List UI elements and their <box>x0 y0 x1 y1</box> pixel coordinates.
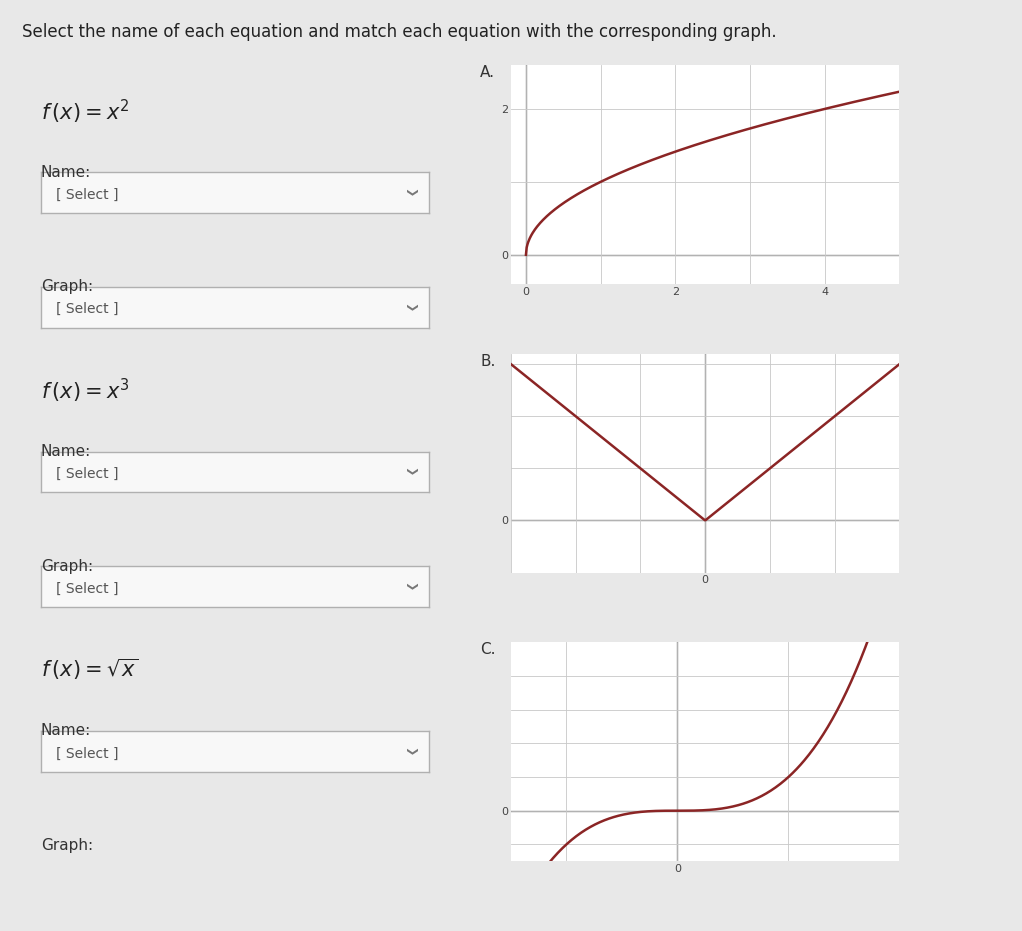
Text: ❯: ❯ <box>405 467 415 477</box>
Text: Select the name of each equation and match each equation with the corresponding : Select the name of each equation and mat… <box>22 23 777 41</box>
Text: Name:: Name: <box>41 444 91 459</box>
Text: Graph:: Graph: <box>41 838 93 853</box>
Text: Name:: Name: <box>41 723 91 738</box>
Text: A.: A. <box>480 65 496 80</box>
Text: ❯: ❯ <box>405 303 415 312</box>
Text: C.: C. <box>480 642 496 657</box>
Text: Name:: Name: <box>41 165 91 180</box>
Text: [ Select ]: [ Select ] <box>56 467 119 481</box>
Text: ❯: ❯ <box>405 582 415 591</box>
Text: ❯: ❯ <box>405 747 415 756</box>
Text: [ Select ]: [ Select ] <box>56 582 119 596</box>
Text: ❯: ❯ <box>405 188 415 197</box>
Text: $f\,(x) = x^3$: $f\,(x) = x^3$ <box>41 377 129 405</box>
Text: $f\,(x) = x^2$: $f\,(x) = x^2$ <box>41 98 129 126</box>
Text: $f\,(x) = \sqrt{x}$: $f\,(x) = \sqrt{x}$ <box>41 656 139 681</box>
Text: Graph:: Graph: <box>41 559 93 573</box>
Text: Graph:: Graph: <box>41 279 93 294</box>
Text: [ Select ]: [ Select ] <box>56 188 119 202</box>
Text: [ Select ]: [ Select ] <box>56 303 119 317</box>
Text: B.: B. <box>480 354 496 369</box>
Text: [ Select ]: [ Select ] <box>56 747 119 761</box>
